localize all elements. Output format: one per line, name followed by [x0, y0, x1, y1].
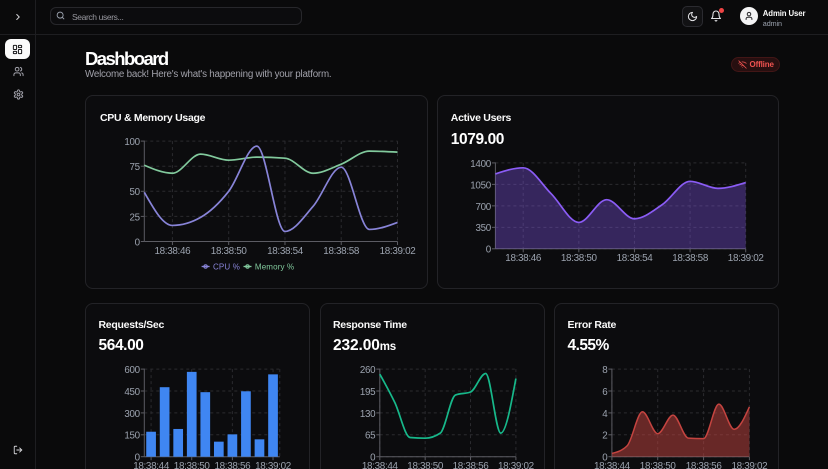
svg-text:CPU %: CPU % [213, 262, 240, 271]
svg-text:150: 150 [124, 431, 140, 442]
svg-text:1400: 1400 [470, 159, 491, 170]
svg-text:18:38:50: 18:38:50 [640, 461, 677, 469]
svg-text:18:39:02: 18:39:02 [380, 246, 416, 257]
svg-text:6: 6 [602, 387, 608, 398]
svg-text:2: 2 [602, 431, 607, 442]
svg-text:300: 300 [124, 409, 140, 420]
svg-text:65: 65 [364, 431, 375, 442]
svg-text:18:38:46: 18:38:46 [154, 246, 191, 257]
svg-text:18:38:50: 18:38:50 [174, 461, 211, 469]
svg-text:18:38:58: 18:38:58 [672, 253, 709, 264]
svg-text:700: 700 [475, 202, 491, 213]
svg-text:18:38:46: 18:38:46 [505, 253, 542, 264]
svg-text:25: 25 [129, 212, 140, 223]
svg-text:18:38:50: 18:38:50 [211, 246, 248, 257]
svg-text:Memory %: Memory % [255, 262, 294, 271]
svg-text:0: 0 [370, 452, 376, 463]
svg-text:18:38:44: 18:38:44 [133, 461, 170, 469]
svg-text:18:38:58: 18:38:58 [323, 246, 360, 257]
svg-text:50: 50 [129, 187, 140, 198]
svg-text:75: 75 [129, 162, 140, 173]
svg-text:450: 450 [124, 387, 140, 398]
svg-text:18:38:44: 18:38:44 [361, 461, 398, 469]
svg-text:18:38:50: 18:38:50 [561, 253, 598, 264]
svg-text:18:38:56: 18:38:56 [452, 461, 489, 469]
svg-text:18:38:50: 18:38:50 [407, 461, 444, 469]
svg-text:18:39:02: 18:39:02 [728, 253, 764, 264]
svg-text:4: 4 [602, 409, 608, 420]
svg-text:0: 0 [135, 452, 141, 463]
svg-text:18:39:02: 18:39:02 [731, 461, 767, 469]
svg-text:195: 195 [359, 387, 375, 398]
svg-text:350: 350 [475, 223, 491, 234]
svg-text:600: 600 [124, 365, 140, 376]
svg-text:1050: 1050 [470, 180, 491, 191]
svg-text:18:38:54: 18:38:54 [616, 253, 653, 264]
svg-text:8: 8 [602, 365, 608, 376]
svg-text:18:38:54: 18:38:54 [267, 246, 304, 257]
svg-text:18:39:02: 18:39:02 [255, 461, 291, 469]
svg-text:18:39:02: 18:39:02 [497, 461, 533, 469]
svg-text:0: 0 [486, 245, 492, 256]
svg-text:18:38:56: 18:38:56 [686, 461, 723, 469]
svg-text:130: 130 [359, 409, 375, 420]
svg-text:0: 0 [602, 452, 608, 463]
svg-text:0: 0 [135, 237, 141, 248]
svg-text:18:38:44: 18:38:44 [594, 461, 631, 469]
svg-text:260: 260 [359, 365, 375, 376]
svg-text:100: 100 [124, 137, 140, 148]
svg-text:18:38:56: 18:38:56 [214, 461, 251, 469]
